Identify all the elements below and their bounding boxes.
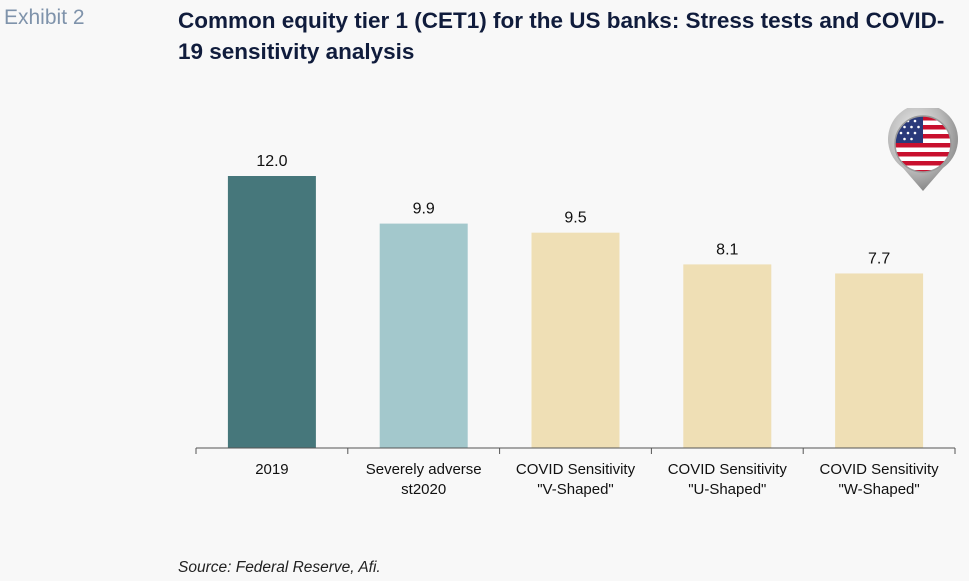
bar-3 [531,232,620,448]
data-label-5: 7.7 [868,250,890,267]
bar-1 [227,176,316,448]
data-label-1: 12.0 [256,153,287,170]
chart-title: Common equity tier 1 (CET1) for the US b… [178,8,945,64]
category-label-5-line-1: COVID Sensitivity [819,461,939,478]
category-label-1-line-1: 2019 [255,461,288,478]
source-note: Source: Federal Reserve, Afi. [178,559,381,576]
category-label-2-line-1: Severely adverse [366,461,482,478]
data-label-4: 8.1 [716,241,738,258]
us-flag-map-pin-icon [885,104,961,197]
category-label-5-line-2: "W-Shaped" [838,481,919,498]
category-label-3-line-1: COVID Sensitivity [516,461,636,478]
category-label-4-line-2: "U-Shaped" [688,481,766,498]
bar-2 [379,223,468,448]
data-label-2: 9.9 [413,201,435,218]
exhibit-label: Exhibit 2 [4,6,85,29]
category-label-2-line-2: st2020 [401,481,446,498]
data-label-3: 9.5 [564,210,586,227]
category-label-4-line-1: COVID Sensitivity [668,461,788,478]
bar-4 [683,264,772,448]
bar-5 [835,273,924,448]
category-label-3-line-2: "V-Shaped" [537,481,614,498]
